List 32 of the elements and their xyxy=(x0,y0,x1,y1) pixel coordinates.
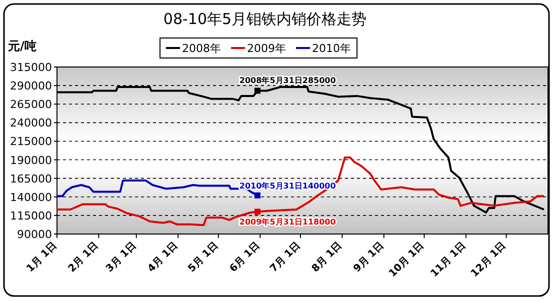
x-tick-label: 12月 1日 xyxy=(469,240,508,280)
annotation: 2009年5月31日118000 xyxy=(239,218,336,227)
x-tick-label: 5月 1日 xyxy=(186,240,221,275)
point xyxy=(254,208,260,215)
y-tick-label: 190000 xyxy=(10,154,52,167)
point xyxy=(254,192,260,198)
legend-label: 2008年 xyxy=(182,42,221,55)
annotation: 2008年5月31日285000 xyxy=(239,76,336,85)
y-tick-label: 265000 xyxy=(10,98,52,112)
x-tick-label: 8月 1日 xyxy=(310,240,344,275)
y-tick-label: 115000 xyxy=(10,209,52,222)
x-tick-label: 7月 1日 xyxy=(268,240,303,275)
x-tick-label: 1月 1日 xyxy=(24,240,60,275)
y-tick-label: 315000 xyxy=(10,61,52,74)
y-tick-label: 165000 xyxy=(10,172,52,186)
x-tick-label: 2月 1日 xyxy=(66,240,101,275)
x-tick-label: 9月 1日 xyxy=(352,240,386,275)
legend-label: 2010年 xyxy=(312,42,351,55)
x-tick-label: 10月 1日 xyxy=(387,240,426,280)
y-tick-label: 240000 xyxy=(10,116,52,130)
y-tick-label: 90000 xyxy=(17,228,52,241)
y-tick-label: 290000 xyxy=(10,80,52,93)
y-axis-title: 元/吨 xyxy=(7,39,36,53)
x-tick-label: 6月 1日 xyxy=(228,240,262,275)
y-tick-label: 140000 xyxy=(10,190,52,204)
legend-label: 2009年 xyxy=(247,42,286,55)
chart-title: 08-10年5月钼铁内销价格走势 xyxy=(163,10,367,28)
x-tick-label: 11月 1日 xyxy=(428,240,468,280)
point xyxy=(254,88,260,94)
x-tick-label: 3月 1日 xyxy=(104,240,138,275)
y-tick-label: 215000 xyxy=(10,135,52,148)
x-tick-label: 4月 1日 xyxy=(146,240,180,275)
